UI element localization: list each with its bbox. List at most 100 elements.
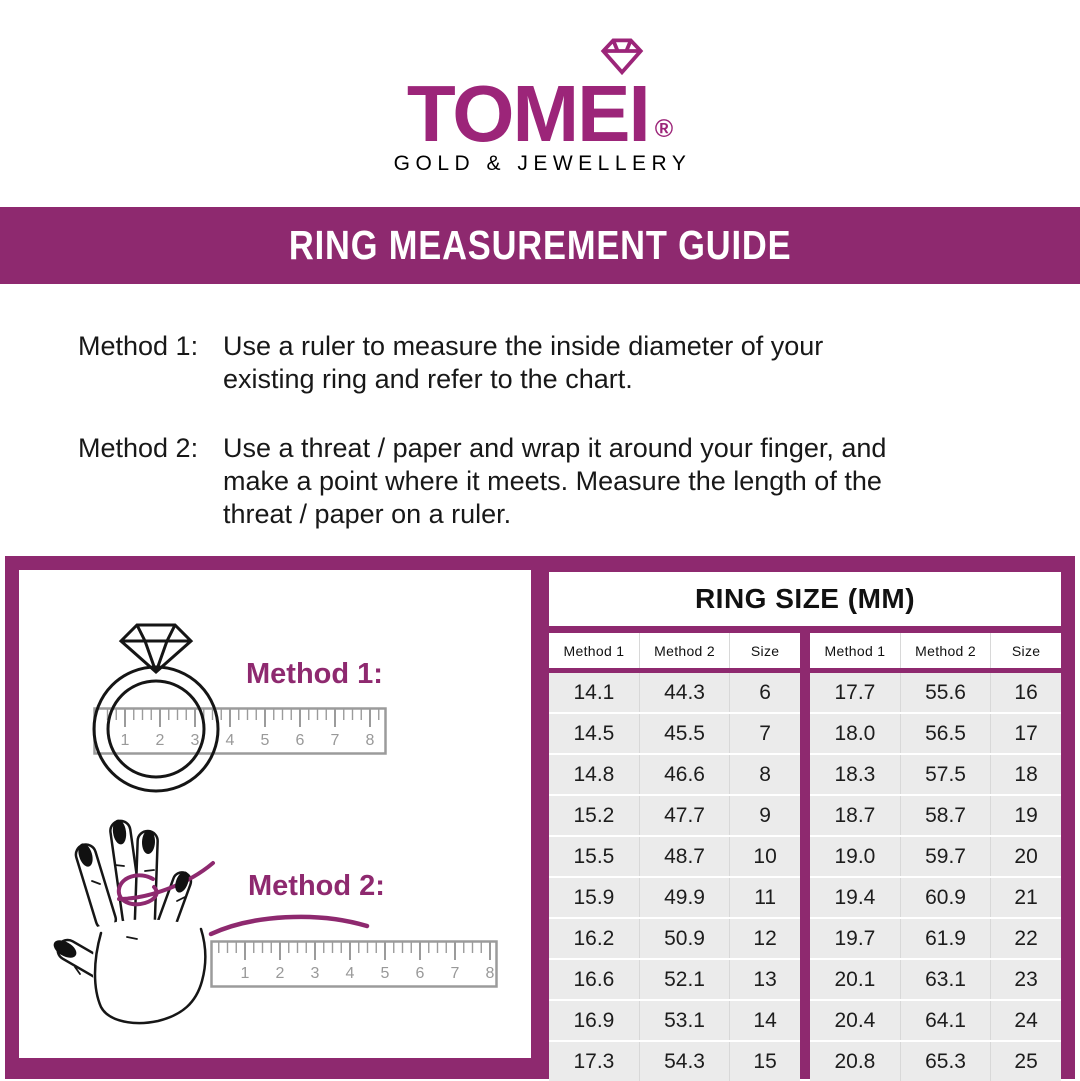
instruction-label: Method 2: <box>78 433 199 463</box>
instructions-section: Method 1: Use a ruler to measure the ins… <box>78 330 1008 531</box>
brand-tagline: GOLD & JEWELLERY <box>393 152 692 175</box>
table-row: 19.0 59.7 20 <box>810 835 1061 877</box>
table-row: 19.7 61.9 22 <box>810 917 1061 959</box>
size-cell: 16 <box>990 670 1061 713</box>
table-row: 18.0 56.5 17 <box>810 712 1061 754</box>
instruction-method-1: Method 1: Use a ruler to measure the ins… <box>78 330 1008 396</box>
size-cell: 50.9 <box>639 917 731 959</box>
size-table-right: Method 1 Method 2 Size 17.7 55.6 16 18.0 56.5 17… <box>810 633 1061 1081</box>
size-cell: 52.1 <box>639 958 731 1000</box>
size-cell: 12 <box>729 917 800 959</box>
size-cell: 18.7 <box>810 794 901 836</box>
size-cell: 55.6 <box>900 670 992 713</box>
column-header: Size <box>729 633 800 673</box>
svg-text:4: 4 <box>226 732 235 749</box>
table-row: 18.3 57.5 18 <box>810 753 1061 795</box>
instruction-text: Use a ruler to measure the inside diamet… <box>223 330 823 396</box>
svg-text:8: 8 <box>366 732 375 749</box>
size-cell: 17 <box>990 712 1061 754</box>
size-cell: 18.0 <box>810 712 901 754</box>
svg-text:2: 2 <box>276 965 285 982</box>
size-cell: 58.7 <box>900 794 992 836</box>
size-cell: 14.8 <box>549 753 640 795</box>
size-cell: 14.5 <box>549 712 640 754</box>
size-cell: 13 <box>729 958 800 1000</box>
size-cell: 21 <box>990 876 1061 918</box>
size-cell: 15.9 <box>549 876 640 918</box>
size-cell: 56.5 <box>900 712 992 754</box>
size-table-wrap: Method 1 Method 2 Size 14.1 44.3 6 14.5 45.5 7 14… <box>549 633 1061 1081</box>
size-cell: 14.1 <box>549 670 640 713</box>
size-cell: 23 <box>990 958 1061 1000</box>
table-row: 16.6 52.1 13 <box>549 958 800 1000</box>
thread-arc-icon <box>208 914 370 937</box>
size-cell: 9 <box>729 794 800 836</box>
table-header-row: Method 1 Method 2 Size <box>549 633 800 673</box>
size-cell: 24 <box>990 999 1061 1041</box>
registered-mark: ® <box>654 115 674 143</box>
size-table-title: RING SIZE (MM) <box>549 572 1061 626</box>
table-row: 14.1 44.3 6 <box>549 670 800 713</box>
column-header: Method 1 <box>549 633 640 673</box>
svg-text:3: 3 <box>311 965 320 982</box>
size-cell: 59.7 <box>900 835 992 877</box>
size-cell: 20 <box>990 835 1061 877</box>
size-cell: 15.2 <box>549 794 640 836</box>
size-cell: 19.4 <box>810 876 901 918</box>
size-cell: 6 <box>729 670 800 713</box>
instruction-text: Use a threat / paper and wrap it around … <box>223 432 886 531</box>
size-cell: 16.6 <box>549 958 640 1000</box>
size-cell: 18.3 <box>810 753 901 795</box>
instruction-text-line: threat / paper on a ruler. <box>223 499 512 529</box>
svg-text:1: 1 <box>241 965 250 982</box>
method1-illustration-label: Method 1: <box>246 658 383 690</box>
page-title: RING MEASUREMENT GUIDE <box>288 222 792 268</box>
size-cell: 20.8 <box>810 1040 901 1081</box>
method2-illustration-label: Method 2: <box>248 870 385 902</box>
size-cell: 57.5 <box>900 753 992 795</box>
table-row: 17.7 55.6 16 <box>810 670 1061 713</box>
size-cell: 65.3 <box>900 1040 992 1081</box>
size-cell: 7 <box>729 712 800 754</box>
size-table-left: Method 1 Method 2 Size 14.1 44.3 6 14.5 45.5 7 14… <box>549 633 800 1081</box>
size-cell: 61.9 <box>900 917 992 959</box>
table-row: 16.9 53.1 14 <box>549 999 800 1041</box>
svg-text:1: 1 <box>121 732 130 749</box>
size-cell: 53.1 <box>639 999 731 1041</box>
table-row: 20.1 63.1 23 <box>810 958 1061 1000</box>
column-header: Method 2 <box>900 633 992 673</box>
page-title-banner: RING MEASUREMENT GUIDE <box>0 207 1080 284</box>
size-cell: 47.7 <box>639 794 731 836</box>
svg-text:5: 5 <box>381 965 390 982</box>
brand-logo: TOMEI ® <box>0 38 1080 154</box>
instruction-text-line: Use a threat / paper and wrap it around … <box>223 433 887 463</box>
table-row: 14.5 45.5 7 <box>549 712 800 754</box>
table-row: 14.8 46.6 8 <box>549 753 800 795</box>
size-cell: 60.9 <box>900 876 992 918</box>
instruction-label: Method 1: <box>78 331 199 361</box>
size-cell: 8 <box>729 753 800 795</box>
brand-diamond-icon <box>600 38 644 76</box>
table-header-row: Method 1 Method 2 Size <box>810 633 1061 673</box>
size-cell: 15.5 <box>549 835 640 877</box>
svg-text:3: 3 <box>191 732 200 749</box>
size-cell: 44.3 <box>639 670 731 713</box>
instruction-text-line: Use a ruler to measure the inside diamet… <box>223 331 824 361</box>
hand-icon <box>53 819 215 1025</box>
svg-text:6: 6 <box>416 965 425 982</box>
ruler-icon: 1 2 3 4 5 6 7 8 <box>210 940 498 988</box>
size-cell: 11 <box>729 876 800 918</box>
size-cell: 20.1 <box>810 958 901 1000</box>
size-cell: 49.9 <box>639 876 731 918</box>
size-cell: 17.3 <box>549 1040 640 1081</box>
size-cell: 45.5 <box>639 712 731 754</box>
ruler-icon: 1 2 3 4 5 6 7 8 <box>93 707 387 755</box>
size-cell: 20.4 <box>810 999 901 1041</box>
brand-name: TOMEI <box>406 69 651 158</box>
svg-text:2: 2 <box>156 732 165 749</box>
size-cell: 14 <box>729 999 800 1041</box>
table-row: 20.4 64.1 24 <box>810 999 1061 1041</box>
size-cell: 19.7 <box>810 917 901 959</box>
size-cell: 54.3 <box>639 1040 731 1081</box>
